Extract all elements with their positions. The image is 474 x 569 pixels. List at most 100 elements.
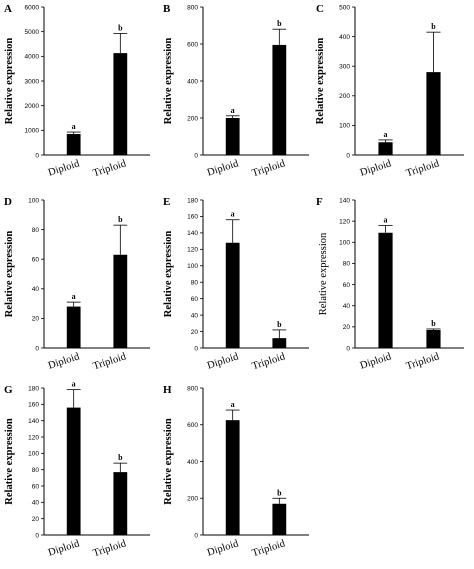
y-tick-label: 60 <box>343 282 351 289</box>
y-tick-label: 20 <box>343 324 351 331</box>
y-tick-label: 40 <box>343 303 351 310</box>
y-tick-label: 120 <box>28 434 39 441</box>
significance-letter: b <box>118 453 123 462</box>
panel-h: H 0 200 400 600 800 Relative expression a Diploi… <box>163 384 309 559</box>
y-tick-label: 20 <box>32 516 40 523</box>
y-tick-label: 120 <box>339 218 350 225</box>
y-tick-label: 100 <box>339 123 350 130</box>
y-tick-label: 0 <box>35 152 39 159</box>
y-tick-label: 180 <box>187 197 198 204</box>
panel-letter: D <box>4 196 12 208</box>
x-category-label: Diploid <box>359 158 394 179</box>
bar <box>113 53 128 156</box>
y-tick-label: 40 <box>32 286 40 293</box>
panel-letter: A <box>4 3 12 15</box>
x-category-label: Triploid <box>92 158 128 179</box>
y-tick-label: 100 <box>339 240 350 247</box>
y-tick-label: 60 <box>191 296 199 303</box>
panel-a: A 0 1000 2000 3000 4000 5000 6000 Relative expre… <box>4 3 150 179</box>
x-category-label: Diploid <box>47 538 82 559</box>
bar <box>113 254 128 348</box>
y-tick-label: 400 <box>339 34 350 41</box>
panel-letter: B <box>163 3 171 15</box>
y-tick-label: 6000 <box>25 4 40 11</box>
y-tick-label: 400 <box>187 459 198 466</box>
y-tick-label: 600 <box>187 41 198 48</box>
y-tick-label: 80 <box>191 280 199 287</box>
y-tick-label: 80 <box>32 467 40 474</box>
x-category-label: Triploid <box>405 351 441 372</box>
y-tick-label: 0 <box>35 345 39 352</box>
x-category-label: Triploid <box>251 158 287 179</box>
y-tick-label: 0 <box>346 152 350 159</box>
significance-letter: a <box>72 292 76 301</box>
bar <box>378 232 393 348</box>
y-tick-label: 60 <box>32 257 40 264</box>
y-axis-label: Relative expression <box>163 231 174 318</box>
x-category-label: Diploid <box>47 158 82 179</box>
bar <box>426 330 441 348</box>
panel-letter: F <box>316 196 323 208</box>
y-tick-label: 200 <box>187 115 198 122</box>
y-tick-label: 180 <box>28 385 39 392</box>
y-tick-label: 40 <box>191 312 199 319</box>
significance-letter: b <box>277 19 282 28</box>
x-category-label: Diploid <box>206 351 241 372</box>
y-tick-label: 20 <box>32 316 40 323</box>
y-tick-label: 3000 <box>25 78 40 85</box>
y-tick-label: 0 <box>35 532 39 539</box>
y-tick-label: 60 <box>32 483 40 490</box>
bar <box>272 338 287 348</box>
x-category-label: Diploid <box>206 538 241 559</box>
y-tick-label: 100 <box>187 263 198 270</box>
y-axis-label: Relative expression <box>4 38 15 125</box>
x-category-label: Diploid <box>206 158 241 179</box>
x-category-label: Triploid <box>251 538 287 559</box>
panel-d: D 0 20 40 60 80 100 Relative expression a Diploid… <box>4 196 150 372</box>
y-tick-label: 5000 <box>25 29 40 36</box>
y-tick-label: 2000 <box>25 103 40 110</box>
bar <box>272 503 287 535</box>
significance-letter: a <box>231 106 235 115</box>
y-tick-label: 800 <box>187 4 198 11</box>
y-axis-label: Relative expression <box>318 232 329 315</box>
bar <box>426 72 441 155</box>
significance-letter: b <box>118 23 123 32</box>
panel-letter: C <box>316 3 324 15</box>
y-tick-label: 140 <box>28 418 39 425</box>
y-axis-label: Relative expression <box>315 38 326 125</box>
y-tick-label: 4000 <box>25 54 40 61</box>
significance-letter: a <box>72 380 76 389</box>
y-tick-label: 200 <box>187 496 198 503</box>
x-category-label: Triploid <box>405 158 441 179</box>
panel-e: E 0 20 40 60 80 100 120 140 160 180 Relative expres… <box>163 196 309 372</box>
bar <box>272 44 287 155</box>
x-category-label: Diploid <box>47 351 82 372</box>
significance-letter: b <box>277 320 282 329</box>
y-tick-label: 0 <box>194 152 198 159</box>
y-tick-label: 0 <box>194 345 198 352</box>
bar <box>225 242 240 348</box>
y-tick-label: 80 <box>343 261 351 268</box>
y-tick-label: 80 <box>32 227 40 234</box>
panel-b: B 0 200 400 600 800 Relative expression a Diploi… <box>163 3 309 179</box>
significance-letter: a <box>72 122 76 131</box>
y-axis-label: Relative expression <box>4 418 15 505</box>
x-category-label: Triploid <box>92 351 128 372</box>
y-tick-label: 300 <box>339 64 350 71</box>
y-axis-label: Relative expression <box>163 38 174 125</box>
x-category-label: Diploid <box>359 351 394 372</box>
panel-f: F 0 20 40 60 80 100 120 140 Relative expression a D… <box>316 196 464 372</box>
bar <box>66 306 81 348</box>
significance-letter: a <box>384 215 388 224</box>
significance-letter: b <box>277 488 282 497</box>
bar <box>378 142 393 155</box>
y-tick-label: 160 <box>187 214 198 221</box>
y-tick-label: 40 <box>32 500 40 507</box>
x-category-label: Triploid <box>251 351 287 372</box>
bar <box>66 407 81 535</box>
y-tick-label: 500 <box>339 4 350 11</box>
y-tick-label: 1000 <box>25 128 40 135</box>
significance-letter: b <box>118 215 123 224</box>
panel-letter: E <box>163 196 170 208</box>
